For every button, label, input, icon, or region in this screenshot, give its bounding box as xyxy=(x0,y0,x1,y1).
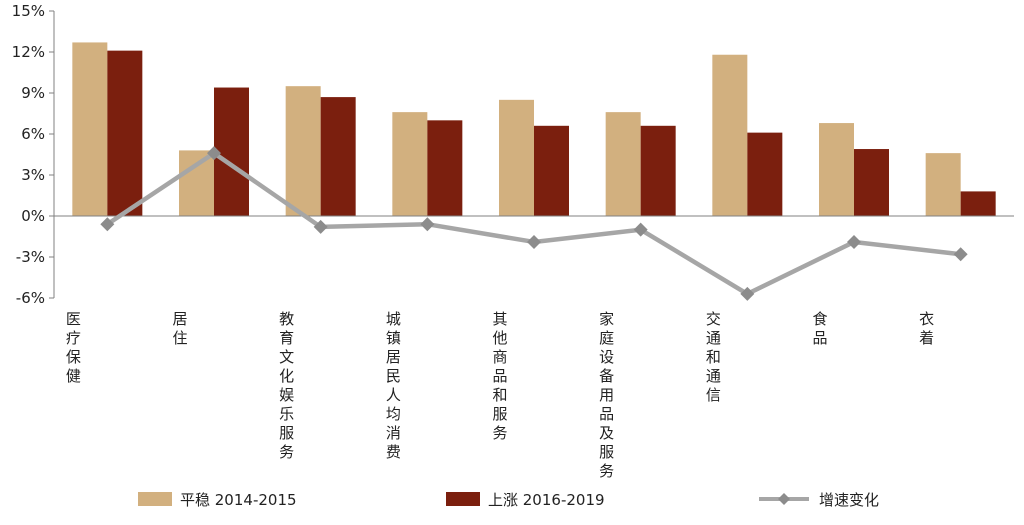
line-point-0-8 xyxy=(953,247,968,262)
bar-series1-8 xyxy=(960,191,996,216)
y-tick-label-2: 9% xyxy=(21,84,45,102)
bar-series0-3 xyxy=(392,112,428,216)
y-tick-label-4: 3% xyxy=(21,166,45,184)
bar-series1-4 xyxy=(534,125,569,216)
category-label-8: 衣着 xyxy=(919,310,934,347)
category-label-5: 家庭设备用品及服务 xyxy=(599,310,614,480)
line-point-0-2 xyxy=(313,219,328,234)
line-point-0-1 xyxy=(207,146,221,161)
bar-series1-3 xyxy=(427,120,463,216)
bar-series0-4 xyxy=(499,99,534,216)
bars-layer xyxy=(72,42,996,217)
line-point-0-5 xyxy=(633,222,648,237)
y-tick-label-7: -6% xyxy=(16,289,45,307)
legend-label-1: 上涨 2016-2019 xyxy=(488,491,605,509)
y-tick-label-1: 12% xyxy=(12,43,45,61)
bar-series0-7 xyxy=(819,123,854,216)
bar-series0-8 xyxy=(925,153,961,216)
bar-series0-0 xyxy=(72,42,108,216)
y-tick-label-0: 15% xyxy=(12,2,45,20)
category-label-3: 城镇居民人均消费 xyxy=(386,310,401,461)
labels-layer: 15% 12% 9% 6% 3% 0% -3% -6% 医疗保健 居住 教育文化娱乐服务 城镇居民人均… xyxy=(12,2,935,480)
axes-layer xyxy=(49,10,1014,299)
bar-series0-2 xyxy=(285,86,321,217)
legend-label-2: 增速变化 xyxy=(819,491,879,509)
line-point-0-7 xyxy=(847,234,861,249)
category-label-4: 其他商品和服务 xyxy=(492,310,507,442)
bar-series1-5 xyxy=(640,125,676,216)
bar-series0-1 xyxy=(179,150,214,216)
category-label-6: 交通和通信 xyxy=(706,310,721,404)
bar-series1-0 xyxy=(107,50,143,217)
bar-series1-2 xyxy=(320,97,356,216)
bar-series1-1 xyxy=(214,87,249,217)
line-point-0-3 xyxy=(420,217,435,232)
y-tick-label-6: -3% xyxy=(16,248,45,266)
line-point-0-4 xyxy=(527,234,541,249)
line-layer xyxy=(100,146,968,301)
bar-series1-7 xyxy=(854,149,889,216)
bar-series0-6 xyxy=(712,54,748,216)
category-label-0: 医疗保健 xyxy=(66,310,81,385)
y-tick-label-3: 6% xyxy=(21,125,45,143)
bar-series1-6 xyxy=(747,132,783,216)
y-tick-label-5: 0% xyxy=(21,207,45,225)
line-point-0-0 xyxy=(100,217,115,232)
legend-swatch-0 xyxy=(138,492,172,506)
category-label-2: 教育文化娱乐服务 xyxy=(279,310,294,461)
bar-series0-5 xyxy=(605,112,641,216)
legend: 平稳 2014-2015 上涨 2016-2019 增速变化 xyxy=(138,491,879,509)
category-label-1: 居住 xyxy=(172,310,187,347)
legend-label-0: 平稳 2014-2015 xyxy=(180,491,297,509)
legend-swatch-1 xyxy=(446,492,480,506)
legend-marker-2 xyxy=(778,493,790,505)
line-point-0-6 xyxy=(740,286,755,301)
category-label-7: 食品 xyxy=(812,310,827,347)
